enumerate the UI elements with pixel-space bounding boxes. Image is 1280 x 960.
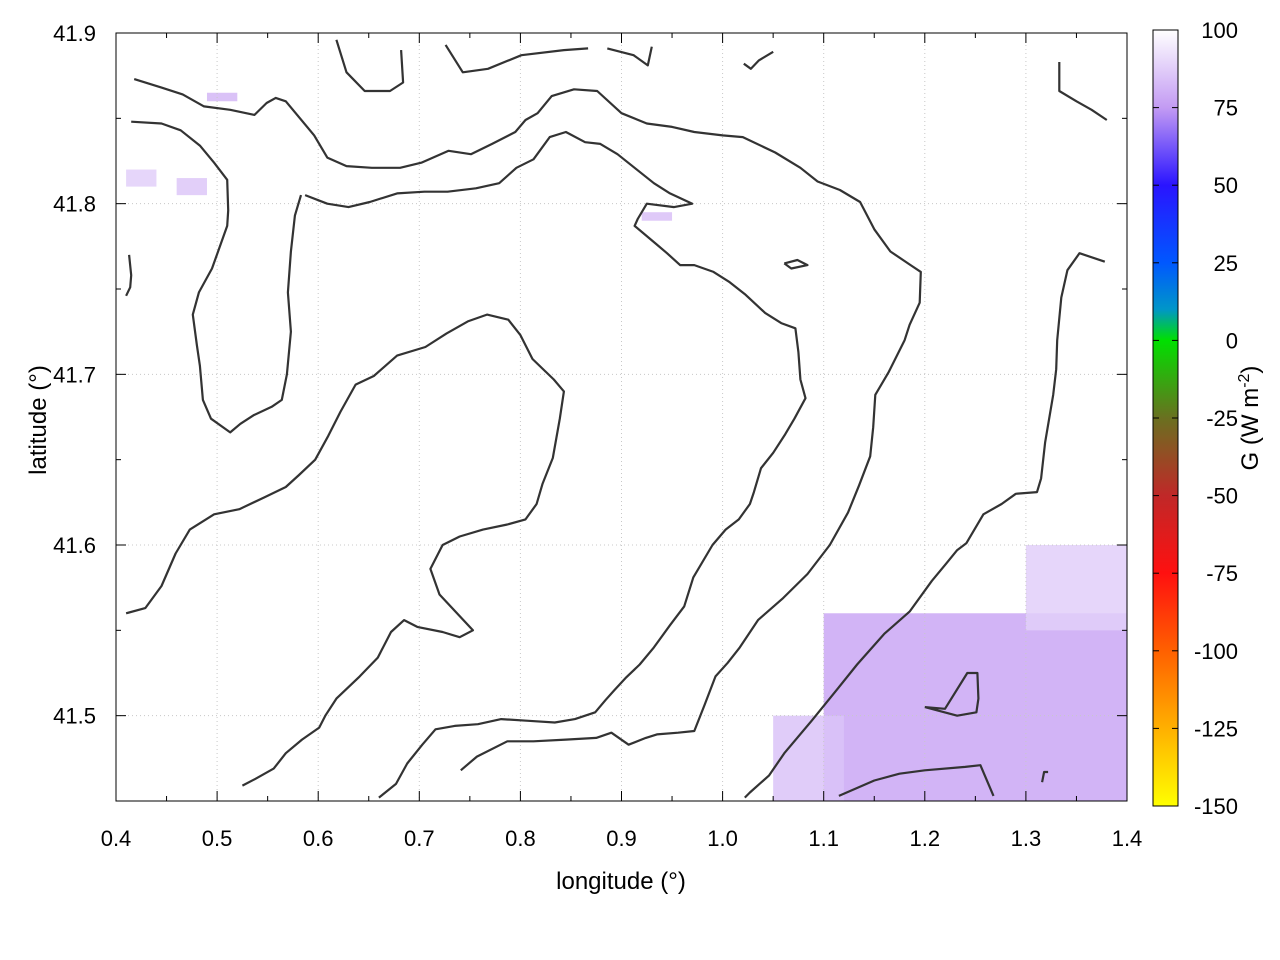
x-tick-label: 0.4 bbox=[101, 826, 132, 851]
x-axis-title: longitude (°) bbox=[556, 868, 686, 895]
contour-line bbox=[125, 313, 566, 787]
y-axis-ticks: 41.5 41.6 41.7 41.8 41.9 bbox=[53, 21, 1127, 729]
colorbar-tick-label: -50 bbox=[1206, 484, 1238, 509]
contour-line bbox=[304, 130, 807, 799]
heat-patch bbox=[773, 715, 844, 801]
x-tick-label: 1.2 bbox=[910, 826, 941, 851]
contour-line bbox=[444, 44, 589, 74]
contour-line bbox=[924, 671, 980, 717]
contour-lines bbox=[125, 39, 1108, 799]
colorbar-tick-label: -150 bbox=[1194, 794, 1238, 819]
contour-line bbox=[131, 120, 303, 434]
x-axis-ticks: 0.4 0.5 0.6 0.7 0.8 0.9 1.0 1.1 1.2 1.3 1.4 bbox=[101, 33, 1143, 851]
colorbar-tick-label: 25 bbox=[1214, 251, 1238, 276]
colorbar-tick-label: -125 bbox=[1194, 716, 1238, 741]
contour-line bbox=[125, 254, 133, 297]
x-tick-label: 0.5 bbox=[202, 826, 233, 851]
x-tick-label: 1.3 bbox=[1011, 826, 1042, 851]
heat-patch bbox=[1025, 545, 1127, 631]
heat-patch bbox=[641, 212, 673, 221]
colorbar-tick-label: 0 bbox=[1226, 328, 1238, 353]
colorbar-title-superscript: -2 bbox=[1236, 373, 1253, 387]
contour-line bbox=[1041, 770, 1049, 783]
colorbar-tick-label: 50 bbox=[1214, 173, 1238, 198]
heat-patch bbox=[126, 169, 157, 187]
colorbar-tick-label: 75 bbox=[1214, 96, 1238, 121]
colorbar-ticks: 100 75 50 25 0 -25 -50 -75 -100 -125 -150 bbox=[1153, 18, 1238, 819]
x-tick-label: 1.0 bbox=[707, 826, 738, 851]
y-tick-label: 41.7 bbox=[53, 362, 96, 387]
x-tick-label: 1.1 bbox=[808, 826, 839, 851]
contour-line bbox=[744, 252, 1106, 799]
colorbar-title: G (W m-2) bbox=[1236, 366, 1264, 471]
contour-line bbox=[783, 258, 809, 270]
contour-line bbox=[133, 78, 922, 772]
heatmap-layer bbox=[126, 92, 1127, 801]
y-axis-title: latitude (°) bbox=[25, 365, 52, 475]
colorbar-tick-label: -75 bbox=[1206, 561, 1238, 586]
colorbar-tick-label: -100 bbox=[1194, 639, 1238, 664]
colorbar-title-main: G (W m bbox=[1237, 388, 1264, 471]
colorbar-tick-label: -25 bbox=[1206, 406, 1238, 431]
contour-line bbox=[838, 764, 995, 797]
contour-line bbox=[1058, 62, 1108, 121]
y-tick-label: 41.8 bbox=[53, 192, 96, 217]
x-tick-label: 0.7 bbox=[404, 826, 435, 851]
y-tick-label: 41.5 bbox=[53, 704, 96, 729]
y-tick-label: 41.6 bbox=[53, 533, 96, 558]
heat-patch bbox=[823, 613, 1127, 801]
contour-line bbox=[743, 50, 774, 70]
x-tick-label: 0.9 bbox=[606, 826, 637, 851]
x-tick-label: 0.8 bbox=[505, 826, 536, 851]
colorbar-title-close: ) bbox=[1237, 366, 1264, 374]
x-tick-label: 1.4 bbox=[1112, 826, 1143, 851]
colorbar-tick-label: 100 bbox=[1201, 18, 1238, 43]
grid-lines bbox=[116, 32, 1127, 801]
contour-line bbox=[335, 39, 405, 93]
heat-patch bbox=[206, 92, 238, 102]
heat-patch bbox=[176, 178, 207, 196]
contour-line bbox=[607, 46, 653, 67]
y-tick-label: 41.9 bbox=[53, 21, 96, 46]
x-tick-label: 0.6 bbox=[303, 826, 334, 851]
